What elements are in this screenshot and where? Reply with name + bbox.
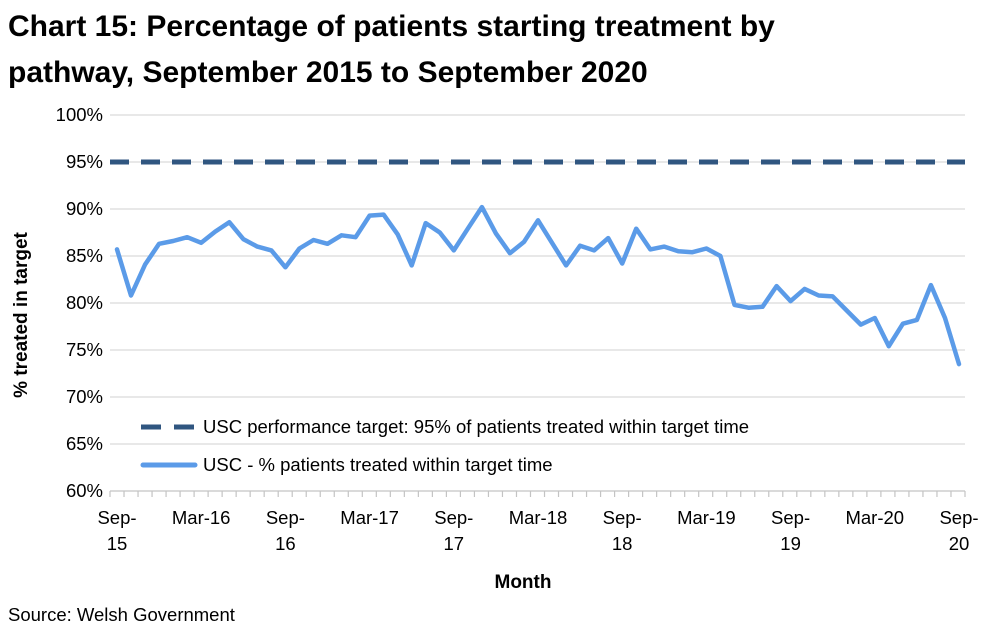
legend-item-series: USC - % patients treated within target t… — [140, 452, 553, 478]
x-axis-title: Month — [494, 572, 552, 593]
x-tick-label: Mar-20 — [845, 507, 905, 528]
x-tick-label: Sep- 16 — [265, 507, 305, 554]
y-tick-label: 80% — [65, 292, 103, 313]
x-tick-label: Sep- 20 — [939, 507, 979, 554]
legend-label-series: USC - % patients treated within target t… — [203, 454, 553, 475]
y-tick-label: 85% — [65, 245, 103, 266]
source-text: Source: Welsh Government — [8, 604, 235, 625]
chart-title-line2: pathway, September 2015 to September 202… — [8, 56, 648, 89]
y-tick-label: 60% — [65, 480, 103, 501]
dashed-line-icon — [141, 424, 197, 430]
y-tick-label: 75% — [65, 339, 103, 360]
y-tick-label: 65% — [65, 433, 103, 454]
x-tick-label: Mar-19 — [677, 507, 736, 528]
chart-title: Chart 15: Percentage of patients startin… — [8, 4, 775, 96]
y-tick-label: 70% — [65, 386, 103, 407]
x-tick-label: Mar-16 — [171, 507, 231, 528]
y-tick-label: 100% — [55, 104, 103, 125]
x-tick-label: Sep- 19 — [771, 507, 811, 554]
chart-title-line1: Chart 15: Percentage of patients startin… — [8, 10, 775, 43]
solid-line-icon — [140, 462, 198, 468]
x-tick-label: Sep- 15 — [97, 507, 137, 554]
x-tick-label: Sep- 17 — [434, 507, 474, 554]
y-tick-label: 90% — [65, 198, 103, 219]
legend-item-target: USC performance target: 95% of patients … — [140, 414, 749, 440]
series-line — [114, 204, 962, 367]
y-tick-label: 95% — [65, 151, 103, 172]
x-tick-label: Mar-18 — [508, 507, 568, 528]
x-tick-label: Mar-17 — [340, 507, 399, 528]
x-tick-label: Sep- 18 — [602, 507, 642, 554]
legend-label-target: USC performance target: 95% of patients … — [203, 416, 750, 437]
